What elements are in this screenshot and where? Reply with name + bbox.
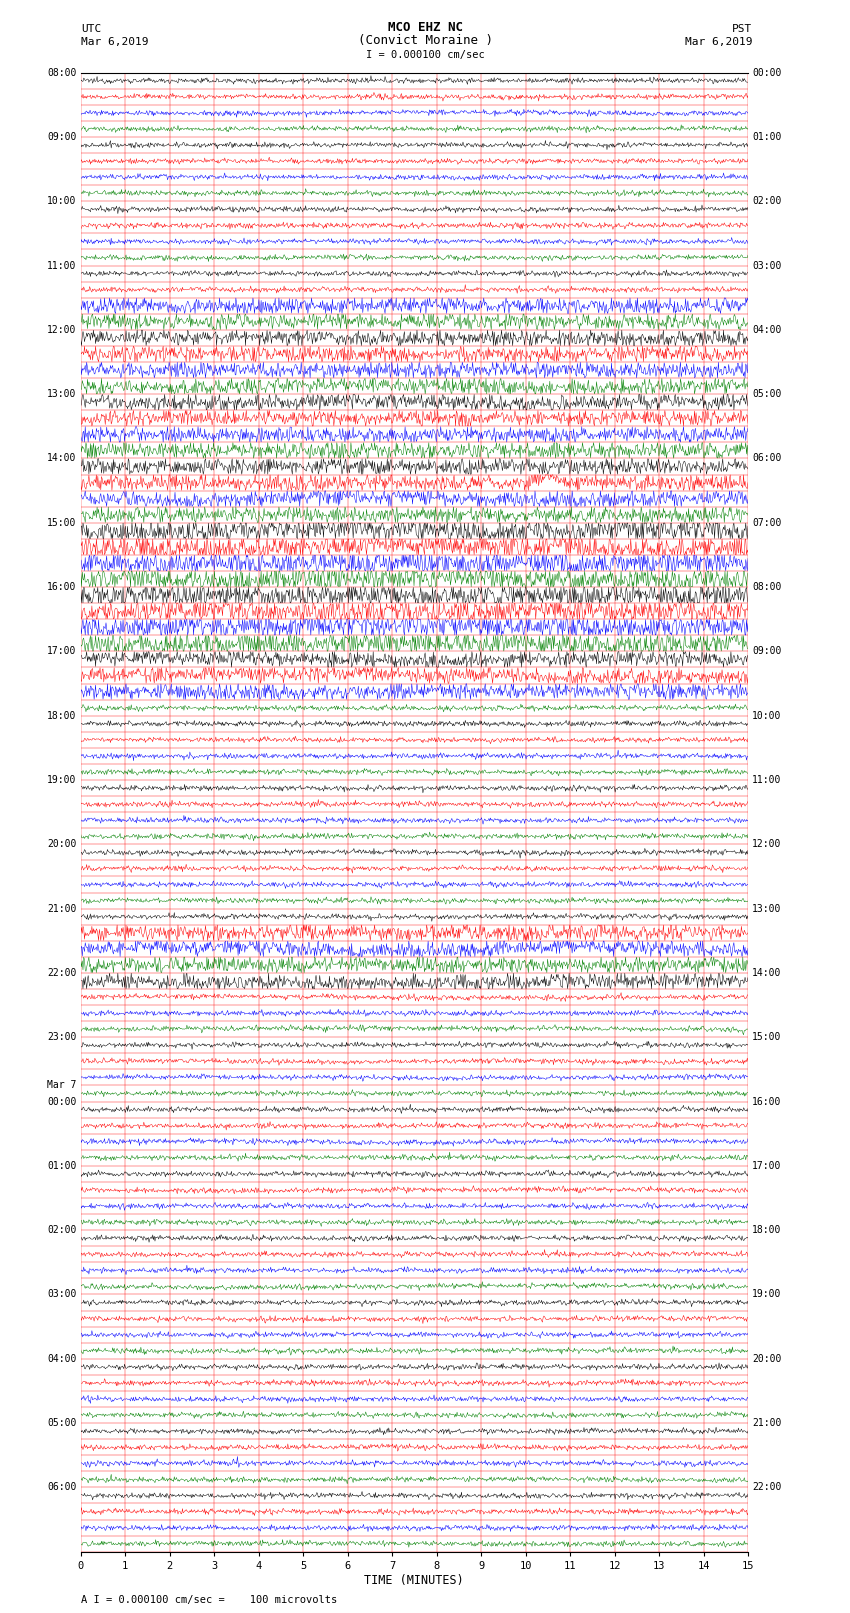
Text: 21:00: 21:00 <box>752 1418 782 1428</box>
Text: 14:00: 14:00 <box>752 968 782 977</box>
Text: 10:00: 10:00 <box>752 711 782 721</box>
Text: 12:00: 12:00 <box>752 839 782 850</box>
Text: 19:00: 19:00 <box>47 774 76 786</box>
Text: 13:00: 13:00 <box>752 903 782 913</box>
Text: 02:00: 02:00 <box>47 1226 76 1236</box>
Text: 20:00: 20:00 <box>752 1353 782 1363</box>
Text: 22:00: 22:00 <box>47 968 76 977</box>
Text: Mar 7: Mar 7 <box>47 1081 76 1090</box>
Text: 19:00: 19:00 <box>752 1289 782 1300</box>
Text: 03:00: 03:00 <box>752 261 782 271</box>
Text: 04:00: 04:00 <box>47 1353 76 1363</box>
Text: 21:00: 21:00 <box>47 903 76 913</box>
X-axis label: TIME (MINUTES): TIME (MINUTES) <box>365 1574 464 1587</box>
Text: 07:00: 07:00 <box>752 518 782 527</box>
Text: 15:00: 15:00 <box>752 1032 782 1042</box>
Text: Mar 6,2019: Mar 6,2019 <box>81 37 148 47</box>
Text: 05:00: 05:00 <box>47 1418 76 1428</box>
Text: 13:00: 13:00 <box>47 389 76 398</box>
Text: 14:00: 14:00 <box>47 453 76 463</box>
Text: 09:00: 09:00 <box>752 647 782 656</box>
Text: 00:00: 00:00 <box>47 1097 76 1107</box>
Text: 09:00: 09:00 <box>47 132 76 142</box>
Text: 10:00: 10:00 <box>47 197 76 206</box>
Text: 18:00: 18:00 <box>752 1226 782 1236</box>
Text: Mar 6,2019: Mar 6,2019 <box>685 37 752 47</box>
Text: 11:00: 11:00 <box>752 774 782 786</box>
Text: UTC: UTC <box>81 24 101 34</box>
Text: 08:00: 08:00 <box>47 68 76 77</box>
Text: 08:00: 08:00 <box>752 582 782 592</box>
Text: 16:00: 16:00 <box>47 582 76 592</box>
Text: 18:00: 18:00 <box>47 711 76 721</box>
Text: 17:00: 17:00 <box>752 1161 782 1171</box>
Text: I = 0.000100 cm/sec: I = 0.000100 cm/sec <box>366 50 484 60</box>
Text: 22:00: 22:00 <box>752 1482 782 1492</box>
Text: 00:00: 00:00 <box>752 68 782 77</box>
Text: 06:00: 06:00 <box>752 453 782 463</box>
Text: 06:00: 06:00 <box>47 1482 76 1492</box>
Text: 01:00: 01:00 <box>47 1161 76 1171</box>
Text: 01:00: 01:00 <box>752 132 782 142</box>
Text: 16:00: 16:00 <box>752 1097 782 1107</box>
Text: PST: PST <box>732 24 752 34</box>
Text: 23:00: 23:00 <box>47 1032 76 1042</box>
Text: 15:00: 15:00 <box>47 518 76 527</box>
Text: 12:00: 12:00 <box>47 324 76 336</box>
Text: MCO EHZ NC: MCO EHZ NC <box>388 21 462 34</box>
Text: 04:00: 04:00 <box>752 324 782 336</box>
Text: A I = 0.000100 cm/sec =    100 microvolts: A I = 0.000100 cm/sec = 100 microvolts <box>81 1595 337 1605</box>
Text: 02:00: 02:00 <box>752 197 782 206</box>
Text: 20:00: 20:00 <box>47 839 76 850</box>
Text: 05:00: 05:00 <box>752 389 782 398</box>
Text: (Convict Moraine ): (Convict Moraine ) <box>358 34 492 47</box>
Text: 11:00: 11:00 <box>47 261 76 271</box>
Text: 03:00: 03:00 <box>47 1289 76 1300</box>
Text: 17:00: 17:00 <box>47 647 76 656</box>
